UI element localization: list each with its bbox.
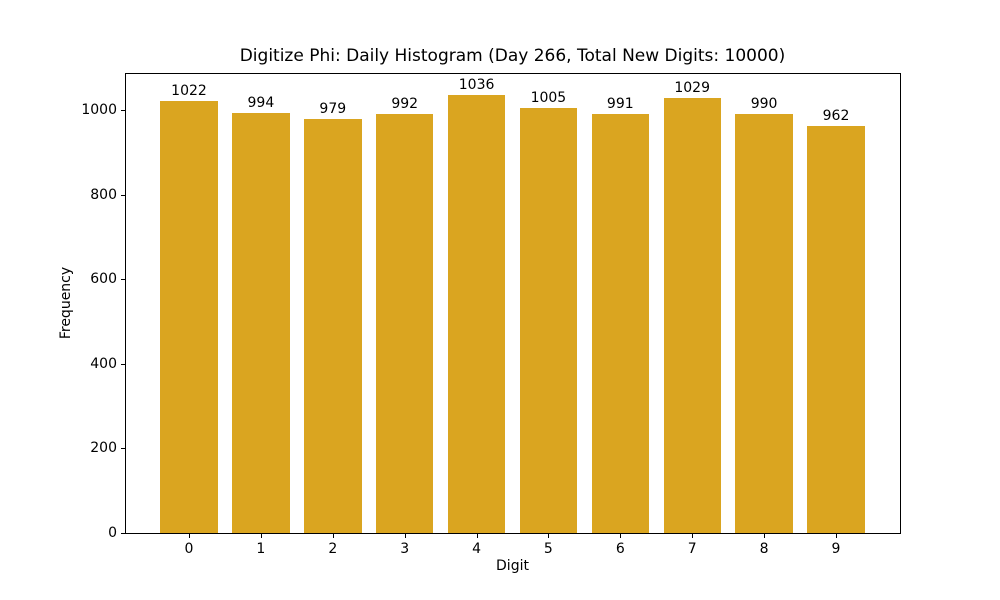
bar-value-label: 990 [750, 96, 778, 113]
y-tick-label: 1000 [81, 102, 117, 119]
bar [591, 114, 650, 533]
x-tick-label: 9 [831, 541, 841, 557]
x-tick-mark [836, 534, 837, 538]
x-tick-label: 7 [687, 541, 697, 557]
x-tick-label: 0 [184, 541, 194, 557]
y-tick-label: 600 [90, 271, 117, 288]
bar-value-label: 1022 [171, 82, 207, 99]
y-tick-mark [121, 363, 125, 365]
bar-value-label: 994 [247, 94, 275, 111]
bar [447, 95, 506, 533]
y-tick-label: 200 [90, 440, 117, 457]
plot-area: 1022 994 979 992 1036 1005 991 1029 990 962 [125, 73, 900, 533]
x-tick-label: 5 [543, 541, 553, 557]
bar [160, 100, 218, 533]
x-tick-mark [548, 534, 550, 538]
bar [375, 113, 434, 533]
y-tick-mark [121, 448, 125, 450]
x-tick-label: 2 [328, 541, 338, 557]
x-tick-mark [620, 534, 622, 538]
x-tick-label: 8 [759, 541, 769, 557]
x-tick-mark [189, 534, 190, 538]
axis-spine-bottom [125, 533, 901, 534]
y-tick-label: 800 [90, 186, 117, 203]
axis-spine-left [125, 73, 126, 534]
bar [807, 126, 865, 533]
bar [735, 114, 793, 533]
bar-value-label: 1029 [674, 79, 710, 96]
bar-value-label: 1036 [458, 77, 495, 93]
x-tick-mark [692, 534, 694, 538]
x-tick-mark [476, 534, 478, 538]
bar [232, 112, 290, 533]
axis-spine-top [125, 73, 901, 74]
bar-value-label: 1005 [530, 90, 567, 107]
x-tick-mark [764, 534, 766, 538]
bar [304, 119, 362, 533]
y-tick-label: 400 [90, 355, 117, 372]
y-tick-label: 0 [108, 525, 117, 541]
x-tick-label: 1 [256, 541, 266, 557]
x-tick-label: 6 [615, 541, 625, 557]
x-axis-label: Digit [496, 558, 529, 574]
bar-value-label: 991 [606, 96, 634, 112]
bar-value-label: 962 [822, 108, 850, 125]
chart-title: Digitize Phi: Daily Histogram (Day 266, … [239, 46, 786, 66]
axis-spine-right [900, 73, 901, 534]
y-tick-mark [121, 533, 125, 534]
bar [519, 108, 578, 533]
x-tick-label: 3 [400, 541, 410, 557]
y-tick-mark [121, 194, 125, 196]
x-tick-mark [404, 534, 406, 538]
bar-value-label: 979 [319, 101, 347, 118]
y-tick-mark [121, 279, 125, 281]
x-tick-mark [332, 534, 334, 538]
x-tick-label: 4 [472, 541, 482, 557]
x-tick-mark [260, 534, 262, 538]
bar [663, 97, 721, 533]
y-tick-mark [121, 110, 125, 112]
bar-value-label: 992 [391, 95, 419, 112]
